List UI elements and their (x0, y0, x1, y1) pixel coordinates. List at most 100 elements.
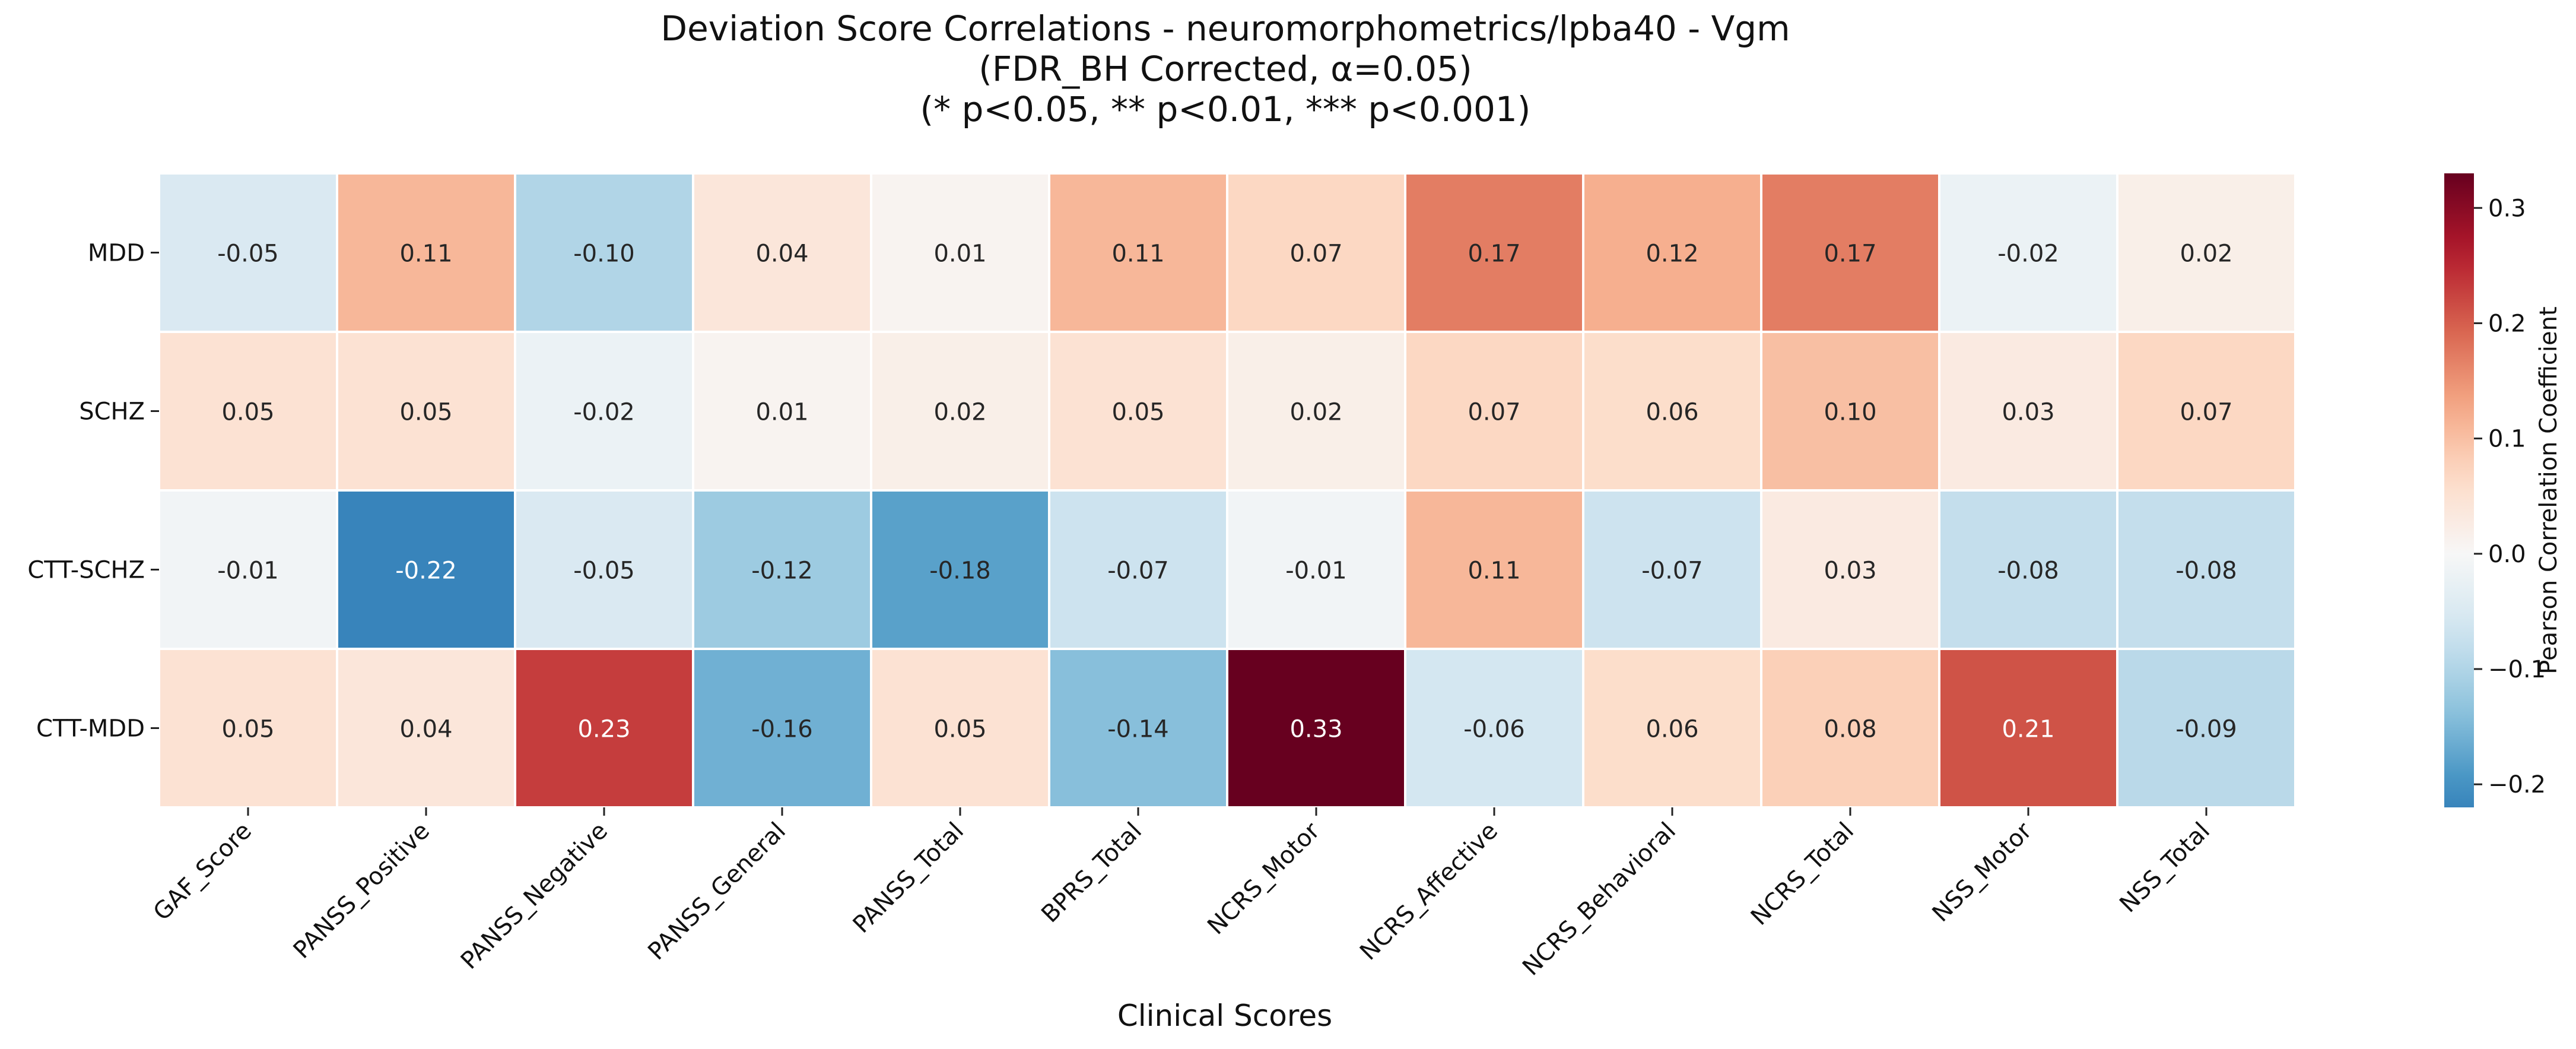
heatmap-cell (1938, 648, 2118, 809)
x-tick-label: PANSS_Positive (288, 817, 435, 964)
heatmap-cell (336, 648, 516, 809)
colorbar-tick-label: 0.0 (2488, 541, 2526, 568)
y-axis: MDD SCHZ CTT-SCHZ CTT-MDD (27, 240, 159, 743)
cell-value-label: 0.17 (1824, 240, 1876, 268)
cell-value-label: -0.22 (395, 557, 457, 585)
x-tick-label: NCRS_Affective (1355, 817, 1503, 966)
heatmap-cell-labels: -0.05 0.11 -0.10 0.04 0.01 0.11 0.07 0.17 0.12 0.… (217, 240, 2237, 743)
colorbar-tick-label: −0.2 (2488, 771, 2546, 798)
heatmap-cell (1760, 648, 1940, 809)
cell-value-label: 0.06 (1646, 399, 1698, 426)
heatmap-cell (692, 331, 872, 492)
cell-value-label: -0.02 (1997, 240, 2059, 268)
cell-value-label: 0.07 (1468, 399, 1520, 426)
heatmap-cell (158, 172, 338, 333)
x-tick-label: NCRS_Motor (1202, 817, 1325, 940)
cell-value-label: 0.17 (1468, 240, 1520, 268)
y-tick-label: MDD (88, 240, 145, 267)
cell-value-label: -0.07 (1641, 557, 1703, 585)
cell-value-label: 0.04 (755, 240, 808, 268)
colorbar: −0.2 −0.1 0.0 0.1 0.2 0.3 (2444, 173, 2546, 807)
cell-value-label: 0.07 (2180, 399, 2232, 426)
heatmap-cell (1226, 489, 1406, 650)
heatmap-cell (158, 648, 338, 809)
heatmap-cell (1226, 331, 1406, 492)
x-axis-label: Clinical Scores (1117, 999, 1332, 1033)
x-tick-label: NCRS_Behavioral (1517, 817, 1681, 981)
heatmap-cell (1760, 331, 1940, 492)
cell-value-label: 0.10 (1824, 399, 1876, 426)
heatmap-cell (870, 331, 1050, 492)
heatmap-cell (1226, 648, 1406, 809)
heatmap-cell (1938, 331, 2118, 492)
heatmap-cell (336, 331, 516, 492)
cell-value-label: -0.07 (1107, 557, 1169, 585)
y-tick-label: CTT-MDD (36, 715, 145, 743)
cell-value-label: 0.02 (1289, 399, 1342, 426)
colorbar-tick-label: −0.1 (2488, 656, 2546, 683)
cell-value-label: 0.05 (221, 399, 274, 426)
cell-value-label: -0.18 (929, 557, 991, 585)
cell-value-label: -0.01 (217, 557, 279, 585)
colorbar-label: Pearson Correlation Coefficient (2535, 306, 2562, 674)
chart-title-line-3: (* p<0.05, ** p<0.01, *** p<0.001) (920, 89, 1531, 129)
x-tick-label: PANSS_Total (848, 817, 969, 939)
cell-value-label: 0.02 (933, 399, 986, 426)
cell-value-label: 0.11 (1111, 240, 1164, 268)
x-tick-label: NSS_Total (2114, 817, 2215, 918)
cell-value-label: -0.05 (217, 240, 279, 268)
heatmap-cell (2116, 489, 2297, 650)
cell-value-label: 0.23 (577, 716, 630, 743)
heatmap-cell (692, 648, 872, 809)
colorbar-tick-label: 0.2 (2488, 310, 2526, 337)
cell-value-label: -0.08 (1997, 557, 2059, 585)
heatmap-cell (1048, 648, 1228, 809)
cell-value-label: -0.12 (751, 557, 813, 585)
cell-value-label: -0.06 (1463, 716, 1525, 743)
cell-value-label: 0.05 (399, 399, 452, 426)
x-tick-label: NCRS_Total (1746, 817, 1859, 931)
cell-value-label: 0.04 (399, 716, 452, 743)
cell-value-label: 0.11 (399, 240, 452, 268)
x-tick-label: GAF_Score (148, 817, 257, 926)
x-axis: GAF_Score PANSS_Positive PANSS_Negative PAN… (148, 807, 2215, 981)
cell-value-label: -0.01 (1285, 557, 1347, 585)
cell-value-label: 0.03 (1824, 557, 1876, 585)
cell-value-label: -0.08 (2175, 557, 2237, 585)
heatmap-cell (1938, 489, 2118, 650)
heatmap-cell (514, 172, 694, 333)
heatmap-cell (2116, 331, 2297, 492)
x-tick-label: PANSS_Negative (456, 817, 613, 975)
x-tick-label: NSS_Motor (1927, 817, 2038, 927)
cell-value-label: 0.11 (1468, 557, 1520, 585)
chart-title-line-2: (FDR_BH Corrected, α=0.05) (979, 49, 1472, 89)
x-tick-label: PANSS_General (643, 817, 791, 966)
cell-value-label: 0.05 (221, 716, 274, 743)
y-tick-label: CTT-SCHZ (27, 557, 145, 584)
cell-value-label: 0.06 (1646, 716, 1698, 743)
colorbar-tick-label: 0.1 (2488, 426, 2526, 453)
cell-value-label: 0.01 (933, 240, 986, 268)
cell-value-label: 0.05 (933, 716, 986, 743)
chart-title-line-1: Deviation Score Correlations - neuromorp… (660, 8, 1790, 49)
chart-title: Deviation Score Correlations - neuromorp… (0, 8, 2451, 129)
heatmap-cell (2116, 648, 2297, 809)
cell-value-label: 0.12 (1646, 240, 1698, 268)
heatmap-cell (336, 172, 516, 333)
heatmap-cell (1404, 172, 1584, 333)
cell-value-label: 0.33 (1289, 716, 1342, 743)
cell-value-label: -0.09 (2175, 716, 2237, 743)
cell-value-label: 0.07 (1289, 240, 1342, 268)
colorbar-gradient (2444, 173, 2474, 807)
cell-value-label: -0.10 (573, 240, 635, 268)
heatmap-cell (1404, 331, 1584, 492)
heatmap-cell (692, 489, 872, 650)
cell-value-label: -0.02 (573, 399, 635, 426)
cell-value-label: 0.02 (2180, 240, 2232, 268)
y-tick-label: SCHZ (79, 398, 145, 426)
cell-value-label: 0.21 (2002, 716, 2054, 743)
heatmap-cell (2116, 172, 2297, 333)
heatmap-cell (1048, 172, 1228, 333)
